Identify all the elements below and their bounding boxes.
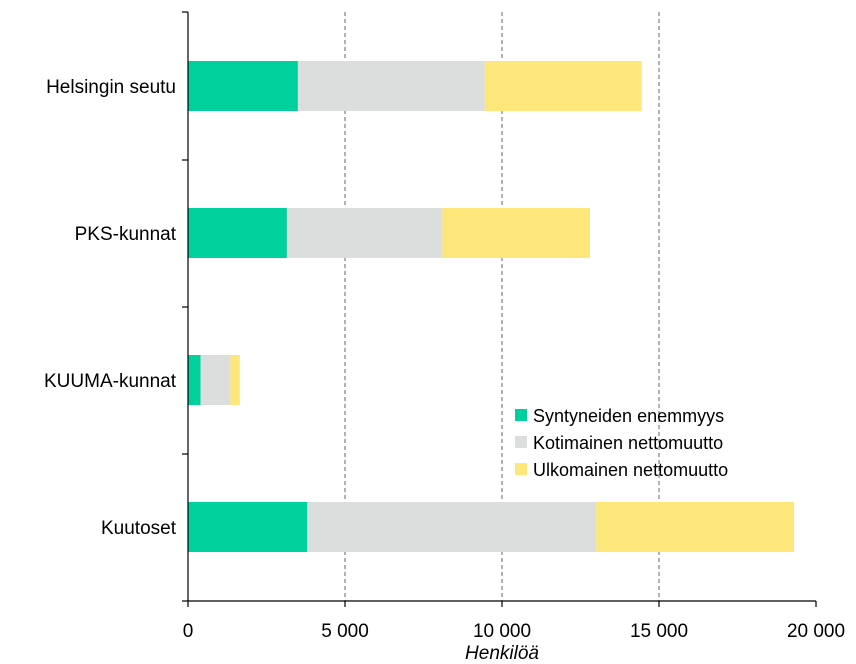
category-label: Helsingin seutu (46, 77, 176, 98)
legend-label: Ulkomainen nettomuutto (533, 460, 728, 480)
x-tick-label: 10 000 (473, 621, 531, 642)
bar-segment (442, 208, 590, 258)
bar-segment (188, 208, 287, 258)
bar-segment (596, 502, 795, 552)
category-label: KUUMA-kunnat (44, 371, 177, 392)
x-tick-labels: 0 5 000 10 000 15 000 20 000 (183, 621, 845, 642)
x-tick-label: 0 (183, 621, 194, 642)
x-tick-label: 15 000 (630, 621, 688, 642)
legend-swatch (515, 463, 527, 475)
legend: Syntyneiden enemmyys Kotimainen nettomuut… (515, 406, 728, 480)
axes (182, 11, 817, 607)
legend-swatch (515, 409, 527, 421)
category-label: PKS-kunnat (75, 224, 177, 245)
bar-segment (230, 355, 240, 405)
bar-segment (200, 355, 231, 405)
bars (188, 61, 795, 552)
category-labels: Helsingin seutu PKS-kunnat KUUMA-kunnat Kuu… (44, 77, 177, 539)
bar-segment (286, 208, 443, 258)
bar-segment (188, 502, 308, 552)
bar-segment (484, 61, 642, 111)
bar-segment (307, 502, 597, 552)
legend-label: Kotimainen nettomuutto (533, 433, 723, 453)
x-axis-title: Henkilöä (465, 643, 539, 664)
legend-label: Syntyneiden enemmyys (533, 406, 724, 426)
bar-segment (188, 355, 201, 405)
category-label: Kuutoset (101, 518, 177, 539)
x-tick-label: 5 000 (321, 621, 369, 642)
bar-segment (297, 61, 485, 111)
x-tick-label: 20 000 (787, 621, 845, 642)
legend-swatch (515, 436, 527, 448)
bar-segment (188, 61, 298, 111)
